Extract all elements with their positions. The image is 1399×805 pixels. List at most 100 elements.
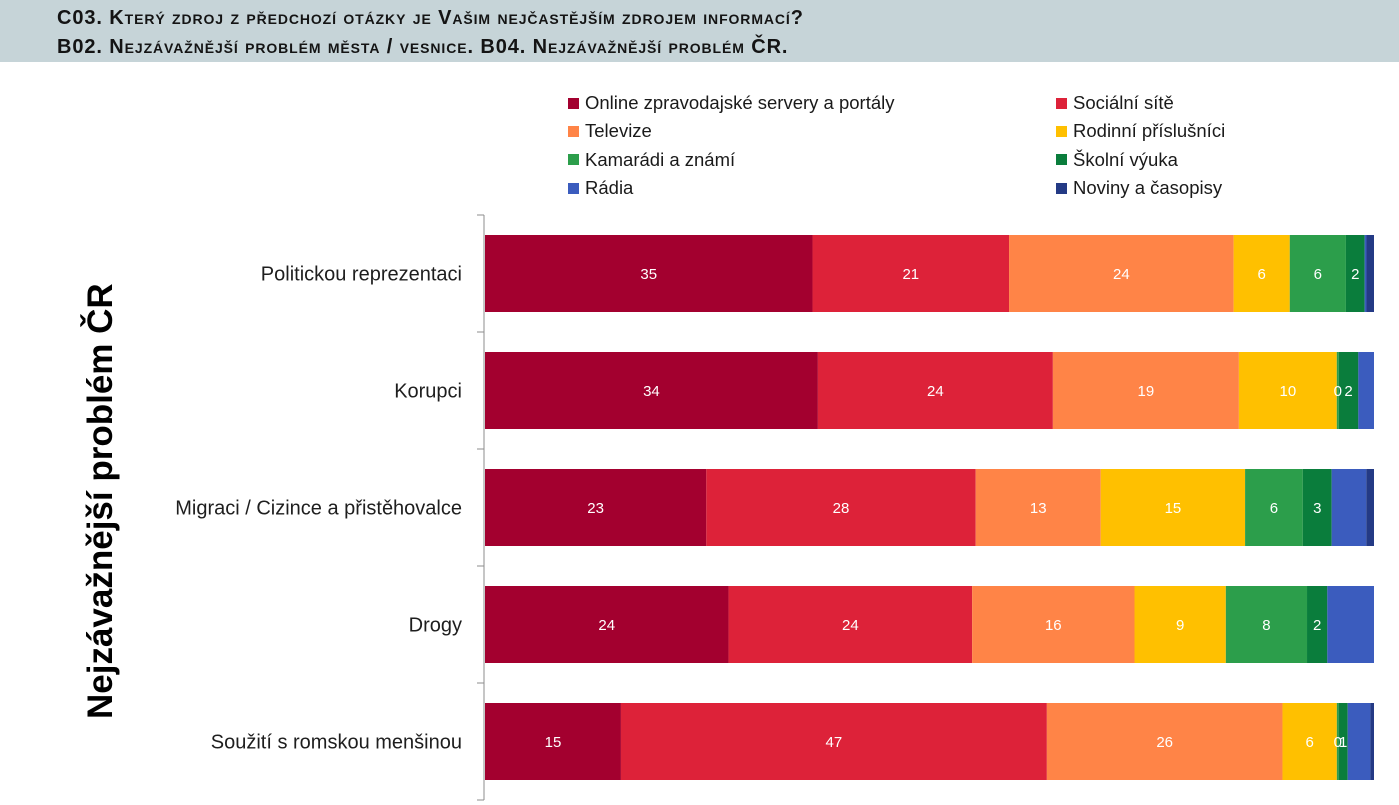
bar-segment <box>1338 703 1348 780</box>
data-label: 47 <box>826 734 843 751</box>
data-label: 13 <box>1030 500 1047 517</box>
legend: Online zpravodajské servery a portály So… <box>568 89 1268 202</box>
y-axis-title: Nejzávažnější problém ČR <box>81 283 120 719</box>
data-label: 23 <box>587 500 604 517</box>
data-label: 6 <box>1270 500 1278 517</box>
bar-segment <box>1238 352 1337 429</box>
bar-segment <box>1046 703 1283 780</box>
bar-segment <box>1327 586 1374 663</box>
legend-swatch <box>1056 125 1067 137</box>
legend-swatch <box>568 182 579 194</box>
category-label: Politickou reprezentaci <box>261 264 462 286</box>
data-label: 1 <box>1339 734 1347 751</box>
data-label: 2 <box>1344 383 1352 400</box>
bar-segment <box>972 586 1135 663</box>
category-label: Drogy <box>409 615 462 637</box>
bar-segment <box>1366 235 1374 312</box>
bar-segment <box>620 703 1047 780</box>
bar-segment <box>1307 586 1328 663</box>
legend-swatch <box>568 154 579 166</box>
data-label: 6 <box>1314 266 1322 283</box>
legend-item-school: Školní výuka <box>1056 146 1268 174</box>
legend-label: Online zpravodajské servery a portály <box>585 92 895 114</box>
bar-segment <box>1336 703 1339 780</box>
data-label: 15 <box>545 734 562 751</box>
legend-swatch <box>568 125 579 137</box>
legend-item-newspapers: Noviny a časopisy <box>1056 174 1268 202</box>
legend-label: Sociální sítě <box>1073 92 1174 114</box>
data-label: 6 <box>1258 266 1266 283</box>
data-label: 10 <box>1279 383 1296 400</box>
bar-segment <box>485 586 729 663</box>
legend-label: Rádia <box>585 177 634 199</box>
data-label: 16 <box>1045 617 1062 634</box>
bar-segment <box>485 703 621 780</box>
data-label: 6 <box>1305 734 1313 751</box>
bar-segment <box>1358 352 1374 429</box>
data-label: 9 <box>1176 617 1184 634</box>
legend-item-online-news: Online zpravodajské servery a portály <box>568 89 1056 117</box>
data-label: 3 <box>1313 500 1321 517</box>
bar-segment <box>1345 235 1365 312</box>
legend-swatch <box>1056 97 1067 109</box>
legend-item-friends: Kamarádi a známí <box>568 146 1056 174</box>
bar-segment <box>1366 469 1374 546</box>
bar-segment <box>975 469 1101 546</box>
category-label: Soužití s romskou menšinou <box>211 732 462 754</box>
bar-segment <box>1289 235 1346 312</box>
legend-label: Školní výuka <box>1073 148 1178 170</box>
data-label: 35 <box>640 266 657 283</box>
bar-segment <box>728 586 973 663</box>
category-label: Migraci / Cizince a přistěhovalce <box>175 498 462 520</box>
header-band: C03. Který zdroj z předchozí otázky je V… <box>0 0 1399 62</box>
category-label: Korupci <box>394 381 462 403</box>
legend-item-television: Televize <box>568 117 1056 145</box>
bar-segment <box>1009 235 1234 312</box>
bar-segment <box>1225 586 1308 663</box>
bar-segment <box>1347 703 1371 780</box>
data-label: 8 <box>1262 617 1270 634</box>
data-label: 26 <box>1156 734 1173 751</box>
bar-segment <box>1370 703 1374 780</box>
bar-segment <box>485 352 818 429</box>
bar-segment <box>1282 703 1337 780</box>
bar-segment <box>1331 469 1367 546</box>
data-label: 15 <box>1165 500 1182 517</box>
bar-segment <box>1245 469 1303 546</box>
legend-label: Rodinní příslušníci <box>1073 120 1226 142</box>
legend-item-social-networks: Sociální sítě <box>1056 89 1268 117</box>
legend-item-family: Rodinní příslušníci <box>1056 117 1268 145</box>
data-label: 0 <box>1334 734 1342 751</box>
legend-item-radio: Rádia <box>568 174 1056 202</box>
data-label: 24 <box>927 383 944 400</box>
legend-label: Televize <box>585 120 652 142</box>
bar-segment <box>1052 352 1239 429</box>
bar-segment <box>1336 352 1339 429</box>
bar-segment <box>812 235 1010 312</box>
bar-segment <box>1233 235 1290 312</box>
data-label: 24 <box>1113 266 1130 283</box>
data-label: 24 <box>842 617 859 634</box>
legend-swatch <box>1056 182 1067 194</box>
data-label: 21 <box>902 266 919 283</box>
data-label: 28 <box>833 500 850 517</box>
bar-segment <box>485 235 813 312</box>
bar-segment <box>1302 469 1332 546</box>
bar-segment <box>706 469 976 546</box>
bar-segment <box>485 469 707 546</box>
legend-label: Kamarádi a známí <box>585 148 736 170</box>
legend-swatch <box>1056 154 1067 166</box>
bar-segment <box>1100 469 1246 546</box>
bar-segment <box>1338 352 1359 429</box>
data-label: 0 <box>1334 383 1342 400</box>
data-label: 24 <box>598 617 615 634</box>
bar-segment <box>1134 586 1226 663</box>
bar-segment <box>817 352 1053 429</box>
data-label: 2 <box>1313 617 1321 634</box>
legend-swatch <box>568 97 579 109</box>
bar-segment <box>1364 235 1367 312</box>
data-label: 19 <box>1138 383 1155 400</box>
legend-label: Noviny a časopisy <box>1073 177 1223 199</box>
data-label: 2 <box>1351 266 1359 283</box>
